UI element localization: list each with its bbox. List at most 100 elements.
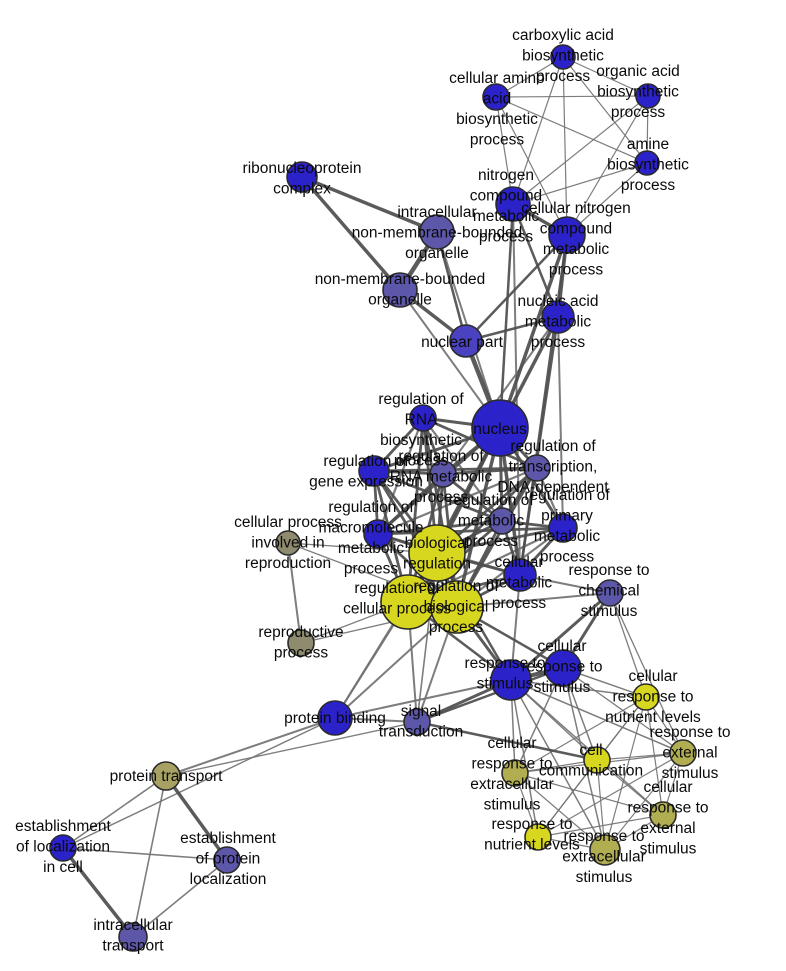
node-rext[interactable] xyxy=(669,739,697,767)
edge-intramb-nucpart xyxy=(435,231,468,342)
edge-rstim-crext xyxy=(510,679,664,816)
node-rcell[interactable] xyxy=(380,574,436,630)
edge-ptrans-signal xyxy=(165,721,418,777)
edge-rstim-rext xyxy=(510,679,684,754)
edge-nucacid-rrnamet xyxy=(442,316,559,475)
edge-amino-cellnitro xyxy=(495,96,568,236)
node-rprim[interactable] xyxy=(548,513,578,543)
node-cellnitro[interactable] xyxy=(548,216,586,254)
edge-estprot-itrans xyxy=(132,859,228,938)
edge-ptrans-estprot xyxy=(164,774,229,862)
edge-amine-nitro xyxy=(512,162,648,205)
node-signal[interactable] xyxy=(403,708,431,736)
node-amine[interactable] xyxy=(634,150,660,176)
edge-crextra-crext xyxy=(514,772,664,816)
edge-pbind-estloc xyxy=(62,717,336,849)
node-rtrans[interactable] xyxy=(523,454,551,482)
edge-nucleus-nitro xyxy=(498,203,515,429)
node-ccomm[interactable] xyxy=(583,746,611,774)
node-carb[interactable] xyxy=(550,44,576,70)
edge-ptrans-pbind xyxy=(165,717,336,777)
edge-carb-organic xyxy=(562,56,649,97)
node-crnutr[interactable] xyxy=(632,683,660,711)
node-rbio[interactable] xyxy=(430,580,484,634)
edge-crext-rnutr xyxy=(537,814,664,838)
edge-crstim-rext xyxy=(562,667,684,754)
node-rextra[interactable] xyxy=(589,834,621,866)
node-rnutr[interactable] xyxy=(524,823,552,851)
node-organic[interactable] xyxy=(635,83,661,109)
edge-carb-nitro xyxy=(512,56,564,205)
edge-carb-cellnitro xyxy=(562,56,568,236)
node-itrans[interactable] xyxy=(118,922,148,952)
edge-rchem-crnutr xyxy=(609,592,647,698)
edge-organic-nitro xyxy=(512,95,649,205)
node-estprot[interactable] xyxy=(213,846,241,874)
edge-rext-rnutr xyxy=(537,752,684,838)
node-rchem[interactable] xyxy=(596,579,624,607)
edge-crextra-rextra xyxy=(514,772,606,851)
node-rmacro[interactable] xyxy=(363,519,393,549)
node-nucpart[interactable] xyxy=(449,324,483,358)
edge-amino-amine xyxy=(495,96,648,164)
node-rrnamet[interactable] xyxy=(429,460,457,488)
edge-ptrans-estloc xyxy=(62,775,167,849)
edge-rstim-crnutr xyxy=(510,679,647,698)
edge-rrnabio-rcell xyxy=(406,417,425,603)
node-ribo[interactable] xyxy=(286,161,318,193)
edge-rmacro-rprim xyxy=(377,526,564,536)
node-rrnabio[interactable] xyxy=(409,404,437,432)
edge-crnutr-rextra xyxy=(604,696,647,851)
edge-rstim-rnutr xyxy=(510,679,539,838)
node-rmet[interactable] xyxy=(488,507,516,535)
edge-estloc-itrans xyxy=(61,846,135,939)
edge-ptrans-itrans xyxy=(132,775,167,938)
edge-rstim-rchem xyxy=(510,591,611,682)
edges-layer xyxy=(61,56,684,939)
node-crextra[interactable] xyxy=(501,759,529,787)
edge-nucacid-nitro xyxy=(511,203,560,318)
node-ptrans[interactable] xyxy=(151,761,181,791)
edge-organic-cellnitro xyxy=(566,95,649,236)
node-cprepro[interactable] xyxy=(275,530,301,556)
edge-cprepro-repro xyxy=(287,542,302,644)
edge-nucacid-rprim xyxy=(557,316,564,529)
edge-amino-organic xyxy=(495,95,649,98)
edge-crstim-crextra xyxy=(514,667,564,774)
node-nitro[interactable] xyxy=(495,186,531,222)
node-cellmet[interactable] xyxy=(503,558,537,592)
edge-crstim-signal xyxy=(416,666,564,724)
edge-amino-nitro xyxy=(495,96,514,205)
edge-rext-rextra xyxy=(604,752,684,851)
node-crext[interactable] xyxy=(649,801,677,829)
node-nucleus[interactable] xyxy=(471,399,529,457)
node-repro[interactable] xyxy=(287,629,315,657)
nodes-layer xyxy=(49,44,697,952)
labels-layer: carboxylic acid biosynthetic processcellul… xyxy=(15,27,730,955)
node-bioreg[interactable] xyxy=(408,524,466,582)
node-estloc[interactable] xyxy=(49,834,77,862)
node-rstim[interactable] xyxy=(490,659,532,701)
edge-signal-ccomm xyxy=(416,720,598,762)
node-pbind[interactable] xyxy=(317,700,353,736)
edge-estloc-estprot xyxy=(62,847,228,861)
edge-crnutr-crextra xyxy=(514,696,647,774)
node-amino[interactable] xyxy=(482,83,510,111)
node-intramb[interactable] xyxy=(419,214,455,250)
edge-rstim-pbind xyxy=(334,679,512,719)
edge-nucleus-cellnitro xyxy=(498,234,569,429)
edge-pbind-rbio xyxy=(334,606,458,719)
edge-ribo-intramb xyxy=(301,175,438,234)
edge-ribo-nmb xyxy=(300,175,402,292)
node-crstim[interactable] xyxy=(544,649,582,687)
edge-rchem-rext xyxy=(609,592,684,754)
node-nmb[interactable] xyxy=(382,272,418,308)
node-nucacid[interactable] xyxy=(541,300,575,334)
node-rgene[interactable] xyxy=(358,455,390,487)
edge-nitro-cellmet xyxy=(512,203,521,576)
edge-rstim-rextra xyxy=(510,679,606,851)
edge-nucleus-rbio xyxy=(455,427,502,608)
edge-nucpart-cellnitro xyxy=(465,234,568,342)
